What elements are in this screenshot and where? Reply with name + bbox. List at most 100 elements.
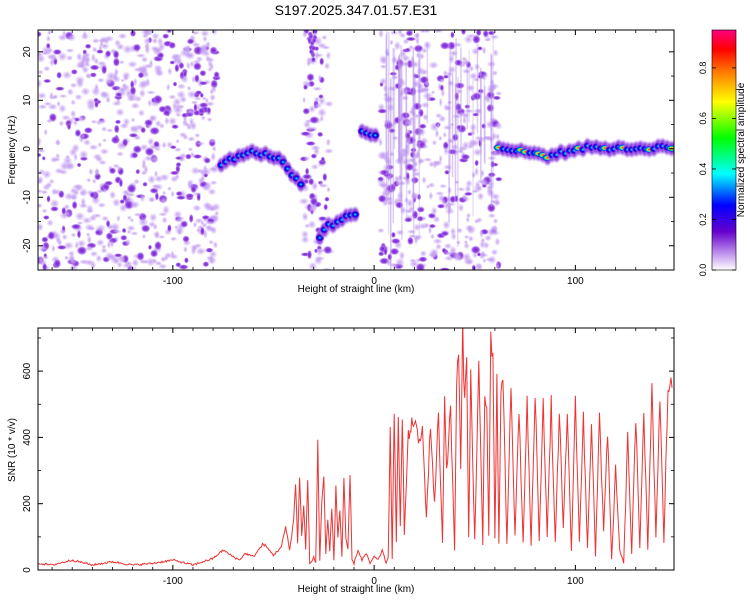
- heatmap-noise-speckle: [38, 148, 47, 153]
- heatmap-noise-speckle: [149, 154, 160, 164]
- heatmap-noise-speckle: [118, 257, 127, 264]
- heatmap-noise-speckle: [383, 246, 388, 257]
- heatmap-noise-speckle: [42, 78, 52, 84]
- heatmap-noise-speckle: [207, 66, 213, 73]
- heatmap-noise-speckle: [178, 152, 188, 159]
- heatmap-noise-speckle: [309, 196, 319, 207]
- heatmap-noise-speckle: [50, 206, 59, 212]
- heatmap-noise-speckle: [307, 220, 317, 229]
- heatmap-noise-speckle: [182, 134, 189, 140]
- heatmap-noise-speckle: [305, 82, 312, 88]
- heatmap-noise-speckle: [116, 215, 121, 222]
- heatmap-noise-speckle: [197, 107, 206, 115]
- heatmap-noise-speckle: [430, 251, 437, 260]
- heatmap-noise-speckle: [91, 86, 101, 97]
- heatmap-noise-speckle: [98, 159, 107, 166]
- heatmap-noise-speckle: [56, 244, 67, 250]
- heatmap-noise-speckle: [38, 175, 44, 185]
- heatmap-noise-speckle: [192, 204, 202, 212]
- heatmap-noise-speckle: [129, 218, 135, 223]
- heatmap-noise-speckle: [187, 147, 194, 152]
- heatmap-noise-speckle: [83, 126, 94, 134]
- heatmap-y-ticks: -20 -10 0 10 20: [22, 46, 674, 271]
- heatmap-noise-speckle: [430, 90, 436, 95]
- heatmap-noise-speckle: [46, 219, 54, 227]
- heatmap-noise-speckle: [168, 41, 177, 50]
- heatmap-noise-speckle: [86, 234, 92, 245]
- heatmap-noise-speckle: [200, 174, 206, 182]
- heatmap-noise-speckle: [441, 247, 447, 254]
- heatmap-noise-speckle: [490, 230, 500, 236]
- heatmap-noise-speckle: [439, 184, 448, 189]
- heatmap-noise-speckle: [202, 35, 208, 43]
- heatmap-noise-speckle: [161, 141, 167, 149]
- heatmap-noise-speckle: [121, 227, 127, 234]
- heatmap-noise-speckle: [71, 183, 83, 190]
- heatmap-noise-speckle: [101, 64, 108, 75]
- heatmap-noise-speckle: [462, 68, 471, 75]
- heatmap-noise-speckle: [472, 112, 480, 117]
- heatmap-noise-speckle: [442, 220, 451, 230]
- heatmap-noise-speckle: [456, 227, 463, 234]
- heatmap-noise-speckle: [172, 97, 182, 107]
- heatmap-noise-speckle: [209, 93, 216, 102]
- heatmap-noise-speckle: [86, 177, 92, 183]
- heatmap-noise-streak: [468, 49, 470, 123]
- heatmap-noise-speckle: [405, 47, 411, 53]
- heatmap-noise-speckle: [448, 54, 455, 64]
- heatmap-noise-speckle: [170, 250, 175, 257]
- heatmap-noise-speckle: [405, 36, 417, 42]
- heatmap-noise-speckle: [43, 65, 51, 72]
- heatmap-noise-speckle: [474, 135, 482, 141]
- heatmap-noise-speckle: [200, 30, 210, 38]
- heatmap-noise-speckle: [151, 184, 160, 189]
- heatmap-noise-speckle: [38, 152, 42, 158]
- heatmap-noise-speckle: [479, 229, 484, 239]
- heatmap-noise-layer: [38, 30, 503, 270]
- heatmap-noise-speckle: [414, 149, 421, 159]
- heatmap-noise-speckle: [312, 86, 323, 92]
- heatmap-noise-speckle: [66, 55, 74, 61]
- heatmap-noise-speckle: [76, 162, 82, 168]
- heatmap-noise-speckle: [58, 94, 68, 99]
- heatmap-noise-streak: [417, 43, 420, 155]
- heatmap-noise-speckle: [405, 30, 414, 37]
- heatmap-noise-speckle: [170, 190, 175, 198]
- heatmap-noise-speckle: [181, 118, 189, 127]
- heatmap-noise-speckle: [486, 103, 495, 113]
- colorbar-tick-label: 0.2: [698, 213, 708, 226]
- heatmap-noise-speckle: [400, 95, 410, 101]
- heatmap-noise-speckle: [190, 166, 200, 175]
- heatmap-noise-speckle: [110, 135, 121, 145]
- colorbar-label: Normalized spectral amplitude: [736, 82, 747, 217]
- heatmap-noise-speckle: [92, 178, 97, 185]
- heatmap-noise-speckle: [304, 167, 310, 176]
- heatmap-noise-speckle: [452, 42, 463, 48]
- heatmap-noise-speckle: [118, 60, 125, 65]
- heatmap-noise-speckle: [386, 189, 391, 197]
- heatmap-noise-speckle: [154, 240, 162, 251]
- heatmap-noise-speckle: [53, 258, 62, 269]
- heatmap-noise-speckle: [495, 262, 500, 270]
- heatmap-noise-speckle: [122, 117, 131, 126]
- heatmap-noise-speckle: [195, 56, 204, 63]
- heatmap-noise-speckle: [104, 251, 115, 261]
- heatmap-noise-speckle: [166, 30, 172, 34]
- heatmap-noise-speckle: [54, 86, 65, 91]
- heatmap-noise-speckle: [462, 252, 472, 262]
- heatmap-noise-speckle: [208, 239, 214, 245]
- heatmap-noise-speckle: [94, 229, 102, 236]
- heatmap-noise-speckle: [95, 238, 105, 247]
- heatmap-noise-speckle: [104, 77, 114, 86]
- heatmap-noise-speckle: [89, 64, 100, 71]
- heatmap-noise-speckle: [463, 34, 474, 45]
- heatmap-noise-speckle: [46, 194, 51, 203]
- heatmap-noise-speckle: [93, 97, 99, 103]
- heatmap-noise-speckle: [194, 90, 203, 96]
- heatmap-noise-speckle: [85, 209, 94, 214]
- heatmap-noise-speckle: [158, 212, 168, 217]
- heatmap-noise-speckle: [68, 147, 78, 157]
- heatmap-noise-speckle: [382, 119, 392, 125]
- heatmap-noise-speckle: [428, 191, 434, 201]
- heatmap-noise-speckle: [192, 154, 203, 159]
